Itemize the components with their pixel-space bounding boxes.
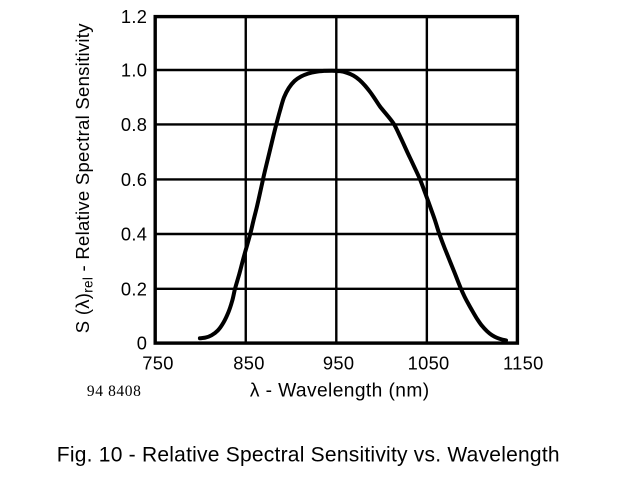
svg-text:λ - Wavelength (nm): λ - Wavelength (nm) bbox=[250, 381, 430, 402]
svg-text:950: 950 bbox=[323, 352, 354, 373]
svg-text:1.2: 1.2 bbox=[121, 6, 147, 27]
svg-text:S (λ)rel - Relative Spectral S: S (λ)rel - Relative Spectral Sensitivity bbox=[72, 23, 96, 333]
svg-text:850: 850 bbox=[233, 352, 264, 373]
svg-text:1.0: 1.0 bbox=[121, 60, 147, 81]
svg-text:Fig. 10 - Relative Spectral Se: Fig. 10 - Relative Spectral Sensitivity … bbox=[57, 443, 560, 466]
svg-text:750: 750 bbox=[142, 352, 173, 373]
svg-text:0: 0 bbox=[137, 333, 147, 354]
svg-text:0.8: 0.8 bbox=[121, 114, 147, 135]
svg-text:1050: 1050 bbox=[408, 352, 450, 373]
svg-text:0.6: 0.6 bbox=[121, 169, 147, 190]
svg-text:1150: 1150 bbox=[503, 352, 544, 373]
svg-text:94 8408: 94 8408 bbox=[87, 383, 142, 400]
svg-text:0.4: 0.4 bbox=[121, 224, 147, 245]
svg-text:0.2: 0.2 bbox=[121, 278, 147, 299]
